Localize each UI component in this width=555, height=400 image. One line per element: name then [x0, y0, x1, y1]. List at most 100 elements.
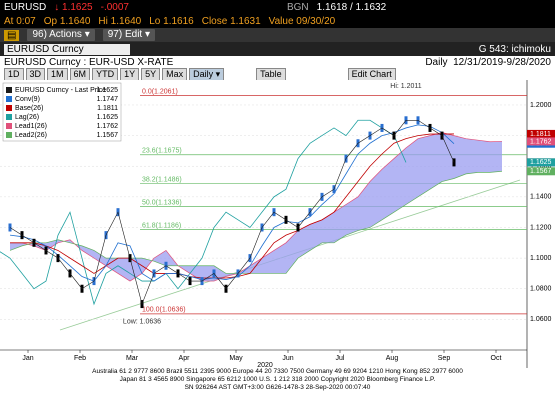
- series-line: [10, 132, 503, 282]
- x-tick-label: Oct: [491, 355, 502, 362]
- actions-button[interactable]: 96) Actions ▾: [27, 29, 95, 41]
- footer-line: Australia 61 2 9777 8600 Brazil 5511 239…: [92, 368, 463, 375]
- footer-line: SN 926264 AST GMT+3:00 G626-1478-3 28-Se…: [184, 384, 371, 391]
- legend-label: Conv(9): [15, 96, 40, 103]
- x-tick-label: Apr: [179, 355, 191, 362]
- x-tick-label: Mar: [126, 355, 139, 362]
- y-tick-label: 1.1600: [530, 163, 552, 170]
- action-bar: ▤ 96) Actions ▾ 97) Edit ▾: [0, 28, 555, 42]
- footer-line: Japan 81 3 4565 8900 Singapore 65 6212 1…: [119, 376, 436, 383]
- x-tick-label: May: [229, 355, 243, 362]
- edit-chart-button[interactable]: Edit Chart: [347, 67, 396, 81]
- range-button[interactable]: YTD: [92, 67, 119, 81]
- legend-box: [2, 82, 122, 142]
- fib-label: 0.0(1.2061): [142, 88, 178, 95]
- range-button[interactable]: 1M: [47, 67, 68, 81]
- description: EURUSD Curncy : EUR-USD X-RATE: [4, 56, 174, 68]
- range-button[interactable]: Max: [162, 67, 188, 81]
- footer: Australia 61 2 9777 8600 Brazil 5511 239…: [0, 368, 555, 400]
- series-line: [9, 119, 455, 306]
- range-button[interactable]: 1Y: [120, 67, 140, 81]
- last-value-label: 1.1625: [530, 159, 552, 166]
- fib-label: 100.0(1.0636): [142, 307, 186, 314]
- x-tick-label: Feb: [74, 355, 86, 362]
- chart: 1.0600 1.0800 1.1000 1.1200 1.1400 1.1600 1.18…: [0, 80, 555, 368]
- frequency[interactable]: Daily ▾: [189, 67, 225, 81]
- edit-label: 97) Edit: [107, 29, 143, 40]
- range-bar: 1D 3D 1M 6M YTD 1Y 5Y Max Daily ▾ Table Edit Ch…: [0, 67, 555, 81]
- legend-swatch: [6, 114, 12, 120]
- bid-ask: 1.1618 / 1.1632: [316, 1, 387, 13]
- range-button[interactable]: 5Y: [141, 67, 161, 81]
- legend-label: Lead2(26): [15, 132, 47, 139]
- x-tick-label: Jan: [22, 355, 33, 362]
- fib-label: 61.8(1.1186): [142, 222, 181, 229]
- legend-value: 1.1625: [97, 114, 119, 121]
- y-tick-label: 1.0800: [530, 286, 552, 293]
- y-tick-label: 1.1200: [530, 224, 552, 231]
- last-value-tag: [527, 158, 555, 167]
- y-tick-label: 1.1000: [530, 255, 552, 262]
- template: G 543: ichimoku: [478, 43, 551, 55]
- range-buttons: 1D 3D 1M 6M YTD 1Y 5Y Max: [4, 67, 188, 81]
- edit-button[interactable]: 97) Edit ▾: [102, 29, 156, 41]
- series-line: [9, 170, 503, 274]
- at: At 0:07: [4, 15, 36, 27]
- cloud: [10, 132, 502, 282]
- last-value-label: 1.1567: [530, 168, 552, 175]
- legend-label: Lag(26): [15, 114, 39, 121]
- date-range: 12/31/2019-9/28/2020: [453, 56, 551, 68]
- legend-value: 1.1567: [97, 132, 119, 139]
- last-price: ↓ 1.1625: [54, 1, 93, 13]
- annotation: Hi: 1.2011: [390, 83, 421, 90]
- range-button[interactable]: 1D: [4, 67, 24, 81]
- last-value-tag: [527, 137, 555, 146]
- change: -.0007: [100, 1, 129, 13]
- last-value-tag: [527, 129, 555, 138]
- security-bar: EURUSD Curncy G 543: ichimoku: [0, 42, 555, 56]
- last-value-label: 1.1762: [530, 138, 552, 145]
- series-line: [0, 119, 407, 306]
- low: Lo 1.1616: [149, 15, 194, 27]
- high: Hi 1.1640: [98, 15, 142, 27]
- actions-label: 96) Actions: [32, 29, 82, 40]
- fib-label: 38.2(1.1486): [142, 177, 182, 184]
- legend-value: 1.1747: [97, 96, 119, 103]
- year-label: 2020: [257, 362, 273, 368]
- x-tick-label: Jul: [336, 355, 345, 362]
- annotation: Low: 1.0636: [123, 319, 161, 326]
- fib-label: 23.6(1.1675): [142, 148, 182, 155]
- fib-label: 50.0(1.1336): [142, 200, 182, 207]
- close: Close 1.1631: [201, 15, 261, 27]
- source: BGN: [286, 1, 309, 13]
- legend-label: Lead1(26): [15, 123, 47, 130]
- legend-swatch: [6, 132, 12, 138]
- stats-bar: At 0:07 Op 1.1640 Hi 1.1640 Lo 1.1616 Cl…: [0, 14, 555, 28]
- legend-label: EURUSD Curncy - Last Price: [15, 87, 106, 94]
- period: Daily: [425, 56, 448, 68]
- x-tick-label: Sep: [438, 355, 451, 362]
- legend-value: 1.1625: [97, 87, 119, 94]
- security-input[interactable]: EURUSD Curncy: [4, 43, 130, 55]
- open: Op 1.1640: [43, 15, 91, 27]
- table-button[interactable]: Table: [256, 67, 286, 81]
- y-tick-label: 1.1400: [530, 194, 552, 201]
- legend-label: Base(26): [15, 105, 43, 112]
- legend-value: 1.1811: [97, 105, 118, 112]
- y-tick-label: 1.0600: [530, 316, 552, 323]
- range-button[interactable]: 6M: [69, 67, 91, 81]
- frequency-label: Daily: [193, 68, 214, 79]
- legend-value: 1.1762: [97, 123, 119, 130]
- last-value-tag: [527, 167, 555, 176]
- ticker: EURUSD: [4, 1, 47, 13]
- menu-icon[interactable]: ▤: [4, 29, 20, 41]
- legend-swatch: [6, 96, 12, 102]
- x-tick-label: Jun: [282, 355, 293, 362]
- series-line: [9, 124, 455, 282]
- value: Value 09/30/20: [268, 15, 336, 27]
- range-button[interactable]: 3D: [25, 67, 46, 81]
- legend-swatch: [6, 105, 12, 111]
- last-value-label: 1.1811: [530, 131, 551, 138]
- description-bar: EURUSD Curncy : EUR-USD X-RATE Daily 12/…: [0, 56, 555, 68]
